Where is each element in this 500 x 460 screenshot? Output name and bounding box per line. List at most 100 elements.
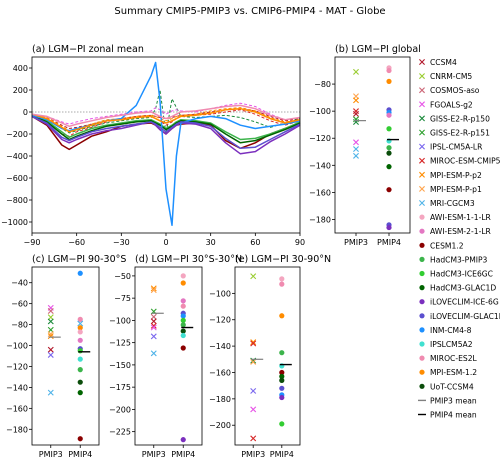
x-tick-label: 90: [295, 238, 305, 247]
marker-mpi-esm-1-2: [77, 325, 83, 331]
marker-inm-cm4-8: [419, 327, 425, 333]
panel-title: (d) LGM−PI 30°S-30°N: [135, 254, 242, 265]
y-tick-label: −150: [109, 361, 131, 370]
marker-hadcm3-ice6gc: [419, 270, 425, 277]
axes-frame: [31, 266, 100, 446]
legend-label: COSMOS-aso: [430, 86, 480, 95]
marker-hadcm3-pmip3: [180, 322, 186, 328]
legend-label: PMIP4 mean: [430, 411, 477, 420]
marker-hadcm3-pmip3: [279, 350, 285, 356]
y-tick-label: −140: [209, 342, 231, 351]
marker-cnrm-cm5: [419, 73, 425, 80]
legend-item: MPI-ESM-P-p1: [419, 185, 482, 194]
marker-cesm1-2: [386, 187, 392, 193]
x-tick-label: −60: [68, 238, 85, 247]
marker-mri-cgcm3: [353, 152, 359, 159]
marker-ccsm4: [150, 318, 157, 325]
axes-frame: [334, 56, 411, 234]
series-line-miroc-esm-cmip5: [31, 109, 301, 137]
marker-miroc-esm-cmip5: [353, 108, 359, 115]
y-tick-label: −1000: [1, 218, 28, 227]
y-tick-label: −140: [6, 383, 28, 392]
panel-title: (a) LGM−PI zonal mean: [32, 44, 144, 55]
marker-ipsl-cm5a-lr: [419, 143, 425, 150]
marker-uot-ccsm4: [386, 150, 392, 156]
marker-mri-cgcm3: [353, 146, 359, 153]
y-tick-label: −125: [109, 339, 131, 348]
marker-mpi-esm-p-p2: [419, 171, 425, 178]
legend-label: MPI-ESM-P-p1: [430, 185, 482, 194]
legend-label: IPSLCM5A2: [430, 340, 473, 349]
marker-mpi-esm-1-2: [279, 313, 285, 319]
marker-inm-cm4-8: [180, 313, 186, 319]
y-tick-label: −800: [6, 196, 28, 205]
panel-e: (e) LGM−PI 30-90°N −200 −180 −160 −140 −120 −1…: [209, 254, 331, 459]
axes-frame: [134, 266, 203, 446]
legend-item: PMIP3 mean: [418, 396, 477, 405]
panel-title: (c) LGM−PI 90-30°S: [32, 254, 126, 265]
y-tick-label: −180: [6, 425, 28, 434]
y-tick-label: −100: [6, 342, 28, 351]
marker-hadcm3-pmip3: [419, 256, 425, 262]
x-tick-label: PMIP3: [39, 450, 63, 459]
marker-iloveclim-glac1d: [279, 385, 285, 391]
legend-item: MPI-ESM-P-p2: [419, 171, 482, 180]
marker-hadcm3-ice6gc: [279, 421, 285, 427]
legend-label: UoT-CCSM4: [430, 382, 474, 391]
marker-miroc-esm-cmip5: [150, 322, 157, 329]
marker-iloveclim-ice-6g: [419, 299, 425, 305]
marker-hadcm3-glac1d: [77, 390, 83, 396]
legend-item: AWI-ESM-1-1-LR: [419, 213, 492, 222]
marker-cesm1-2: [77, 436, 83, 442]
marker-cnrm-cm5: [250, 273, 257, 280]
marker-fgoals-g2: [419, 101, 425, 108]
x-tick-label: 30: [206, 238, 216, 247]
y-tick-label: −160: [209, 368, 231, 377]
legend-label: CESM1.2: [430, 241, 464, 250]
y-tick-label: −200: [6, 130, 28, 139]
marker-giss-e2-r-p150: [419, 115, 425, 122]
y-tick-label: −120: [209, 316, 231, 325]
y-tick-label: −80: [314, 80, 331, 89]
y-tick-label: −50: [114, 272, 131, 281]
y-tick-label: −400: [6, 152, 28, 161]
x-tick-label: PMIP3: [142, 450, 166, 459]
marker-miroc-es2l: [180, 303, 186, 309]
marker-mri-cgcm3: [77, 320, 84, 327]
marker-cesm1-2: [279, 369, 285, 376]
x-tick-label: −90: [24, 238, 41, 247]
y-tick-label: −40: [11, 279, 28, 288]
marker-iloveclim-ice-6g: [386, 224, 392, 231]
series-line-iloveclim-glac1d: [31, 115, 301, 150]
legend-label: MPI-ESM-1.2: [430, 368, 477, 377]
legend-item: MIROC-ES2L: [419, 354, 478, 363]
legend: CCSM4 CNRM-CM5 COSMOS-aso FGOALS-g2 GISS-E2-…: [418, 58, 500, 420]
legend-item: HadCM3-PMIP3: [419, 255, 488, 264]
marker-ipsl-cm5a-lr: [250, 387, 257, 394]
y-tick-label: −120: [6, 362, 28, 371]
marker-cosmos-aso: [47, 307, 54, 314]
y-tick-label: −225: [109, 428, 131, 437]
legend-item: UoT-CCSM4: [419, 382, 474, 391]
legend-label: AWI-ESM-1-1-LR: [430, 213, 492, 222]
panel-c: (c) LGM−PI 90-30°S −180 −160 −140 −120 −100 −8…: [6, 254, 126, 459]
panel-b: (b) LGM−PI global −180 −160 −140 −120 −100 −80…: [309, 44, 421, 247]
marker-mpi-esm-p-p2: [150, 285, 157, 292]
x-tick-label: PMIP4: [377, 238, 401, 247]
marker-hadcm3-glac1d: [419, 285, 425, 291]
legend-item: MIROC-ESM-CMIP5: [419, 157, 500, 166]
x-tick-label: PMIP4: [270, 450, 294, 459]
legend-label: MIROC-ES2L: [430, 354, 478, 363]
y-tick-label: −140: [309, 161, 331, 170]
marker-hadcm3-pmip3: [77, 367, 83, 373]
legend-item: GISS-E2-R-p151: [419, 129, 490, 138]
axes-frame: [234, 266, 301, 446]
y-tick-label: −200: [209, 421, 231, 430]
legend-item: MPI-ESM-1.2: [419, 368, 477, 377]
marker-mpi-esm-p-p2: [47, 333, 54, 340]
marker-mpi-esm-1-2: [180, 280, 186, 286]
marker-awi-esm-1-1-lr: [279, 276, 285, 282]
y-tick-label: −100: [209, 289, 231, 298]
marker-iloveclim-glac1d: [419, 313, 425, 319]
x-tick-label: 0: [163, 238, 168, 247]
